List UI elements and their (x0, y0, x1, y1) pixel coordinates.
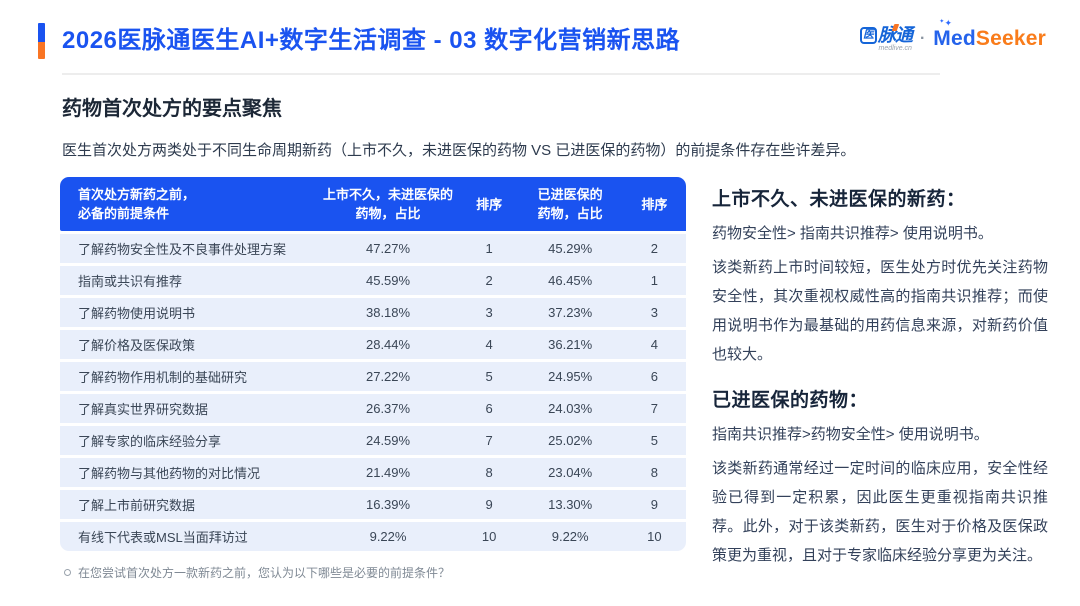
footnote: 在您尝试首次处方一款新药之前，您认为以下哪些是必要的前提条件？ (64, 564, 450, 581)
insight-priority-new-drug: 药物安全性> 指南共识推荐> 使用说明书。 (712, 225, 993, 242)
insight-heading-covered-drug: 已进医保的药物： (712, 390, 869, 411)
section-subtitle: 医生首次处方两类处于不同生命周期新药（上市不久，未进医保的药物 VS 已进医保的… (62, 142, 856, 159)
insight-body-covered-drug: 该类新药通常经过一定时间的临床应用，安全性经验已得到一定积累，因此医生更重视指南… (712, 460, 1048, 564)
pct-new-cell: 24.59% (315, 426, 461, 455)
rank-new-cell: 9 (460, 490, 518, 519)
pct-covered-cell: 37.23% (517, 298, 623, 327)
condition-cell: 了解药物作用机制的基础研究 (60, 362, 316, 391)
rank-new-cell: 3 (460, 298, 518, 327)
header-pct-new: 上市不久，未进医保的 药物，占比 (315, 177, 461, 231)
header-rank-new: 排序 (460, 177, 518, 231)
medlive-wordmark: 医 脉通 (859, 26, 913, 44)
table-row: 有线下代表或MSL当面拜访过 9.22% 10 9.22% 10 (60, 522, 686, 551)
insights-panel: 上市不久、未进医保的新药： 药物安全性> 指南共识推荐> 使用说明书。 该类新药… (712, 184, 1048, 586)
table-header: 首次处方新药之前， 必备的前提条件 上市不久，未进医保的 药物，占比 排序 已进… (60, 177, 686, 231)
table-row: 了解药物使用说明书 38.18% 3 37.23% 3 (60, 298, 686, 327)
table-row: 了解价格及医保政策 28.44% 4 36.21% 4 (60, 330, 686, 359)
insight-priority-covered-drug: 指南共识推荐>药物安全性> 使用说明书。 (712, 426, 989, 443)
table-row: 了解药物与其他药物的对比情况 21.49% 8 23.04% 8 (60, 458, 686, 487)
title-group: 2026医脉通医生AI+数字生活调查 - 03 数字化营销新思路 (38, 20, 680, 62)
medseeker-logo: ✦✦ MedSeeker (933, 18, 1046, 50)
pct-new-cell: 27.22% (315, 362, 461, 391)
rank-new-cell: 7 (460, 426, 518, 455)
header-pct-covered: 已进医保的 药物，占比 (517, 177, 623, 231)
rank-covered-cell: 8 (622, 458, 686, 487)
pct-new-cell: 47.27% (315, 234, 461, 263)
table-row: 了解专家的临床经验分享 24.59% 7 25.02% 5 (60, 426, 686, 455)
pct-covered-cell: 23.04% (517, 458, 623, 487)
pct-covered-cell: 9.22% (517, 522, 623, 551)
rank-covered-cell: 3 (622, 298, 686, 327)
pct-new-cell: 16.39% (315, 490, 461, 519)
condition-cell: 了解上市前研究数据 (60, 490, 316, 519)
footnote-text: 在您尝试首次处方一款新药之前，您认为以下哪些是必要的前提条件？ (78, 566, 451, 580)
pct-covered-cell: 24.95% (517, 362, 623, 391)
pct-new-cell: 28.44% (315, 330, 461, 359)
accent-bar-orange (38, 41, 45, 59)
rank-covered-cell: 2 (622, 234, 686, 263)
pct-new-cell: 45.59% (315, 266, 461, 295)
table-body: 了解药物安全性及不良事件处理方案 47.27% 1 45.29% 2 指南或共识有推荐 45… (60, 234, 686, 551)
rank-new-cell: 4 (460, 330, 518, 359)
pct-covered-cell: 25.02% (517, 426, 623, 455)
condition-cell: 了解专家的临床经验分享 (60, 426, 316, 455)
medlive-logo: 医 脉通 medlive.cn (859, 24, 913, 52)
circle-marker-icon (64, 569, 71, 576)
sparkle-icon: ✦✦ (939, 18, 953, 28)
insight-heading-new-drug: 上市不久、未进医保的新药： (712, 189, 966, 210)
pct-new-cell: 21.49% (315, 458, 461, 487)
logo-group: 医 脉通 medlive.cn · ✦✦ MedSeeker (859, 18, 1046, 52)
rank-new-cell: 10 (460, 522, 518, 551)
insight-body-new-drug: 该类新药上市时间较短，医生处方时优先关注药物安全性，其次重视权威性高的指南共识推… (712, 259, 1048, 363)
pct-covered-cell: 24.03% (517, 394, 623, 423)
table-row: 指南或共识有推荐 45.59% 2 46.45% 1 (60, 266, 686, 295)
condition-cell: 了解真实世界研究数据 (60, 394, 316, 423)
rank-new-cell: 5 (460, 362, 518, 391)
table-row: 了解药物作用机制的基础研究 27.22% 5 24.95% 6 (60, 362, 686, 391)
pct-new-cell: 9.22% (315, 522, 461, 551)
rank-covered-cell: 4 (622, 330, 686, 359)
rank-new-cell: 1 (460, 234, 518, 263)
table-row: 了解药物安全性及不良事件处理方案 47.27% 1 45.29% 2 (60, 234, 686, 263)
header-divider (62, 73, 940, 75)
page-title: 2026医脉通医生AI+数字生活调查 - 03 数字化营销新思路 (62, 27, 681, 54)
rank-covered-cell: 9 (622, 490, 686, 519)
medlive-domain: medlive.cn (878, 45, 912, 52)
condition-cell: 了解药物使用说明书 (60, 298, 316, 327)
header: 2026医脉通医生AI+数字生活调查 - 03 数字化营销新思路 医 脉通 me… (38, 18, 1046, 62)
pct-covered-cell: 46.45% (517, 266, 623, 295)
medlive-char-box: 医 (859, 26, 877, 44)
rank-new-cell: 8 (460, 458, 518, 487)
accent-bar-blue (38, 23, 45, 42)
rank-new-cell: 6 (460, 394, 518, 423)
prescription-conditions-table: 首次处方新药之前， 必备的前提条件 上市不久，未进医保的 药物，占比 排序 已进… (60, 174, 686, 554)
condition-cell: 了解价格及医保政策 (60, 330, 316, 359)
rank-covered-cell: 6 (622, 362, 686, 391)
title-accent-bar (38, 23, 45, 59)
rank-new-cell: 2 (460, 266, 518, 295)
condition-cell: 指南或共识有推荐 (60, 266, 316, 295)
logo-separator: · (919, 30, 926, 47)
table-row: 了解上市前研究数据 16.39% 9 13.30% 9 (60, 490, 686, 519)
pct-new-cell: 26.37% (315, 394, 461, 423)
condition-cell: 了解药物安全性及不良事件处理方案 (60, 234, 316, 263)
rank-covered-cell: 10 (622, 522, 686, 551)
rank-covered-cell: 7 (622, 394, 686, 423)
header-rank-covered: 排序 (622, 177, 686, 231)
pct-covered-cell: 13.30% (517, 490, 623, 519)
pct-covered-cell: 36.21% (517, 330, 623, 359)
condition-cell: 有线下代表或MSL当面拜访过 (60, 522, 316, 551)
condition-cell: 了解药物与其他药物的对比情况 (60, 458, 316, 487)
pct-new-cell: 38.18% (315, 298, 461, 327)
header-condition: 首次处方新药之前， 必备的前提条件 (60, 177, 316, 231)
pct-covered-cell: 45.29% (517, 234, 623, 263)
rank-covered-cell: 5 (622, 426, 686, 455)
section-title: 药物首次处方的要点聚焦 (62, 98, 282, 120)
rank-covered-cell: 1 (622, 266, 686, 295)
table-row: 了解真实世界研究数据 26.37% 6 24.03% 7 (60, 394, 686, 423)
